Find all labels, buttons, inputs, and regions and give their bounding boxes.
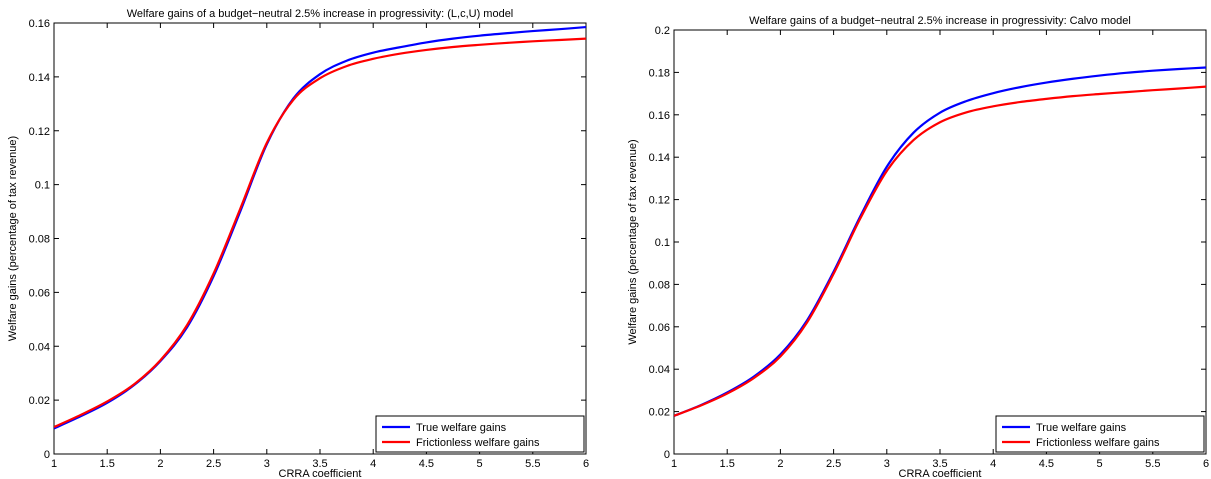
y-tick-label: 0.04 [649,364,670,376]
legend: True welfare gains Frictionless welfare g… [995,415,1205,453]
x-tick-label: 4 [990,458,996,470]
x-tick-label: 2 [157,458,163,470]
x-tick-label: 1 [671,458,677,470]
plot-area [53,22,587,455]
x-tick-label: 3.5 [312,458,327,470]
x-tick-label: 1.5 [100,458,115,470]
x-tick-label: 2.5 [826,458,841,470]
y-tick-label: 0.1 [35,180,50,192]
y-tick-label: 0 [44,449,50,461]
y-tick-label: 0.08 [29,234,50,246]
y-tick-label: 0.16 [649,110,670,122]
x-axis-label: CRRA coefficient [279,468,362,479]
legend: True welfare gains Frictionless welfare g… [375,415,585,453]
x-tick-label: 3 [884,458,890,470]
chart-1: Welfare gains of a budget−neutral 2.5% i… [7,8,589,479]
y-tick-label: 0.16 [29,18,50,30]
x-tick-label: 4.5 [419,458,434,470]
series-line-2 [54,37,586,429]
series-line-1 [674,66,1206,417]
y-tick-label: 0.02 [29,395,50,407]
y-tick-label: 0.18 [649,67,670,79]
y-tick-label: 0.14 [29,72,50,84]
y-tick-label: 0.02 [649,407,670,419]
legend-box [375,415,585,453]
y-axis-label: Welfare gains (percentage of tax revenue… [627,139,639,344]
x-tick-label: 3.5 [932,458,947,470]
x-tick-label: 2 [777,458,783,470]
legend-label-2: Frictionless welfare gains [1036,437,1160,449]
x-tick-label: 1.5 [720,458,735,470]
y-tick-label: 0.1 [655,237,670,249]
x-tick-label: 4 [370,458,376,470]
y-tick-label: 0.2 [655,25,670,37]
x-tick-label: 6 [583,458,589,470]
x-tick-label: 4.5 [1039,458,1054,470]
x-tick-label: 5.5 [525,458,540,470]
x-tick-label: 1 [51,458,57,470]
x-tick-label: 2.5 [206,458,221,470]
x-tick-label: 5 [1097,458,1103,470]
plot-area [673,29,1207,455]
legend-box [995,415,1205,453]
y-tick-label: 0.12 [649,195,670,207]
legend-label-1: True welfare gains [416,422,507,434]
series-line-2 [674,85,1206,417]
x-axis-label: CRRA coefficient [899,468,982,479]
y-axis-label: Welfare gains (percentage of tax revenue… [7,136,19,341]
y-tick-label: 0.14 [649,152,670,164]
legend-label-2: Frictionless welfare gains [416,437,540,449]
y-tick-label: 0.12 [29,126,50,138]
y-tick-label: 0.06 [29,287,50,299]
x-tick-label: 5.5 [1145,458,1160,470]
y-tick-label: 0 [664,449,670,461]
chart-title: Welfare gains of a budget−neutral 2.5% i… [749,15,1131,27]
y-tick-label: 0.08 [649,279,670,291]
x-tick-label: 5 [477,458,483,470]
chart-title: Welfare gains of a budget−neutral 2.5% i… [127,8,514,20]
x-tick-label: 3 [264,458,270,470]
chart-2: Welfare gains of a budget−neutral 2.5% i… [627,15,1209,479]
y-tick-label: 0.04 [29,341,50,353]
x-tick-label: 6 [1203,458,1209,470]
legend-label-1: True welfare gains [1036,422,1127,434]
y-tick-label: 0.06 [649,322,670,334]
